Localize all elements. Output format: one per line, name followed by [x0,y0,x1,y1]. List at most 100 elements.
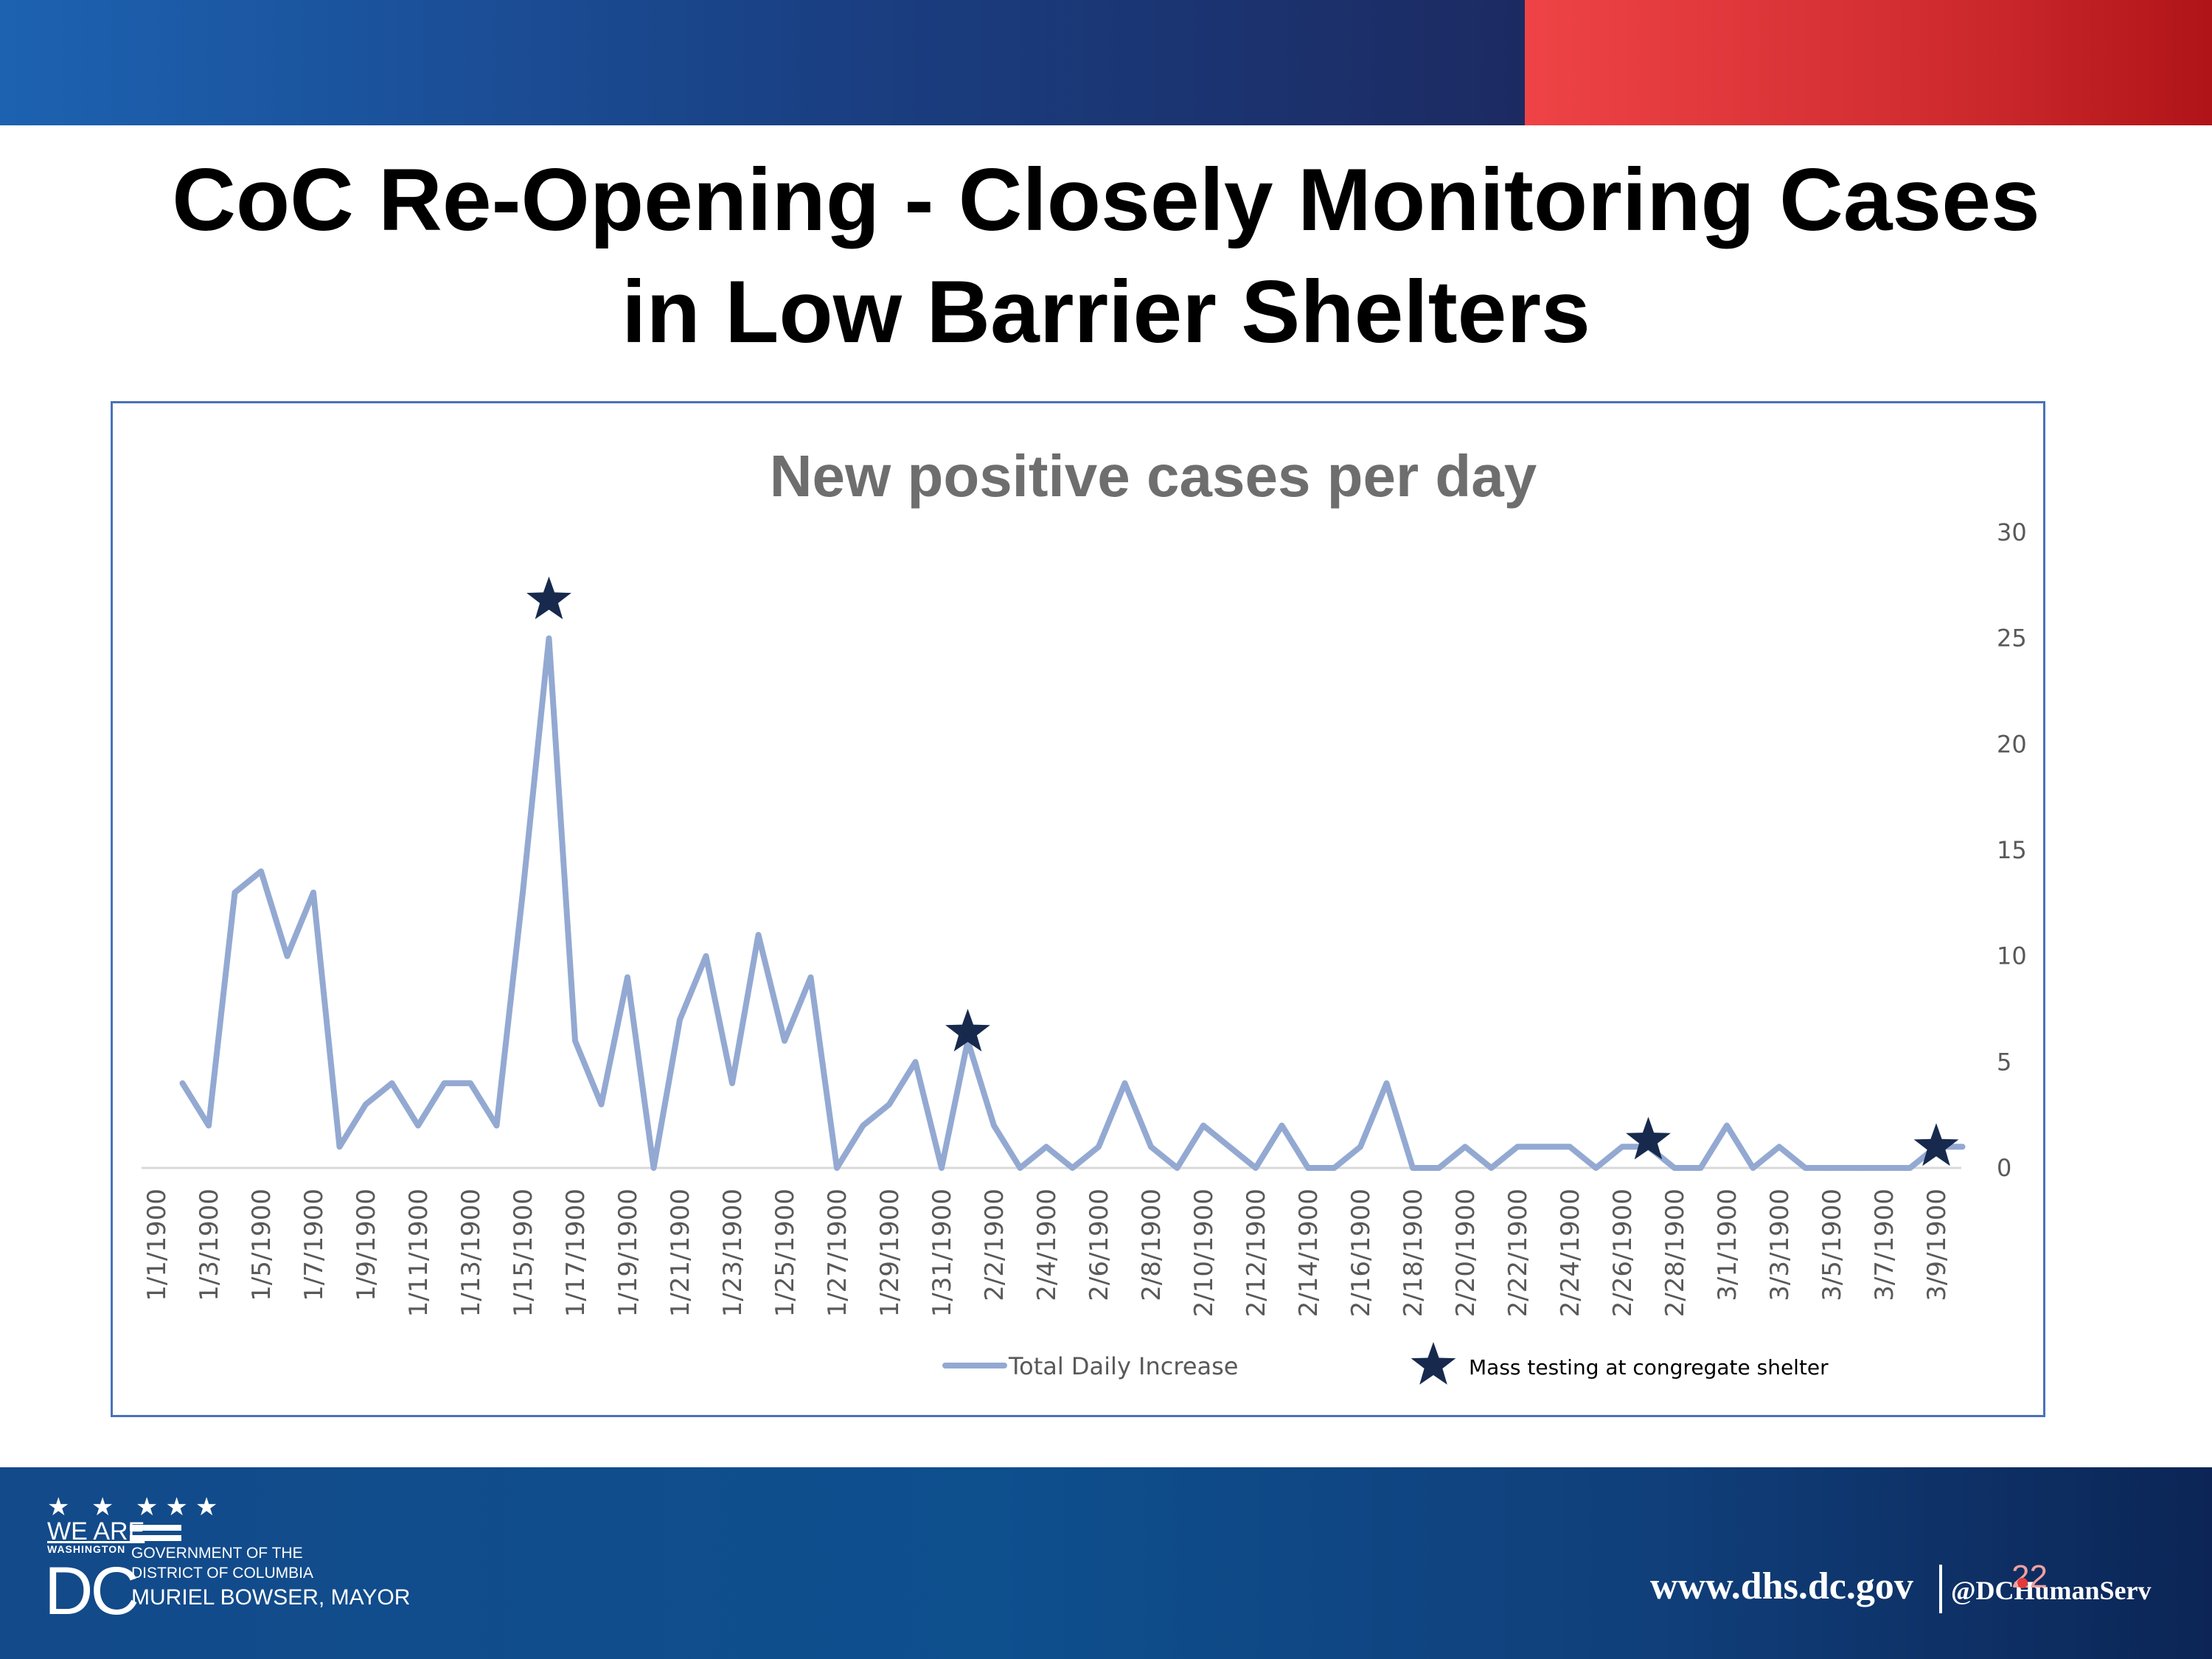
social-handle[interactable]: @DCHumanServ [1951,1576,2152,1605]
x-tick-label: 2/20/1900 [1451,1189,1481,1317]
x-tick-label: 2/28/1900 [1660,1189,1690,1317]
legend-label-star: Mass testing at congregate shelter [1469,1355,1829,1380]
chart-frame [111,401,2045,1417]
data-point [913,1060,918,1065]
data-point [180,1081,185,1086]
x-tick-label: 3/3/1900 [1765,1189,1795,1301]
data-point [887,1102,891,1107]
data-point [206,1123,211,1128]
data-point [416,1123,420,1128]
x-tick-label: 1/19/1900 [613,1189,643,1317]
x-tick-label: 2/4/1900 [1032,1189,1062,1301]
data-point [860,1123,866,1128]
star-marker [526,576,571,619]
x-tick-label: 1/9/1900 [352,1189,381,1301]
slide-title: CoC Re-Opening - Closely Monitoring Case… [111,144,2101,368]
y-tick-label: 5 [1997,1048,2011,1076]
data-point [1593,1166,1599,1170]
x-tick-label: 1/5/1900 [247,1189,276,1301]
x-tick-label: 2/16/1900 [1346,1189,1376,1317]
data-point [1122,1081,1127,1086]
data-point [808,975,813,980]
logo-stars: ★ ★ ★★★ [47,1493,226,1521]
logo-government: GOVERNMENT OF THE DISTRICT OF COLUMBIA [131,1543,313,1583]
data-point [311,890,316,895]
x-tick-label: 2/6/1900 [1085,1189,1114,1301]
data-point [1175,1166,1180,1170]
data-point [599,1102,604,1107]
data-point [835,1166,839,1170]
x-tick-label: 1/1/1900 [142,1189,172,1301]
data-point [1803,1166,1808,1170]
data-point [1960,1144,1965,1150]
x-tick-label: 1/3/1900 [195,1189,224,1301]
data-point [1018,1166,1023,1170]
data-point [1070,1166,1075,1170]
x-tick-label: 2/12/1900 [1242,1189,1271,1317]
header-bar-blue [0,0,1525,125]
data-point [992,1123,996,1128]
data-point [521,890,525,895]
data-point [678,1017,682,1022]
logo-dc: DC [44,1554,139,1629]
x-tick-label: 1/23/1900 [718,1189,748,1317]
x-tick-label: 1/25/1900 [771,1189,800,1317]
x-tick-label: 1/17/1900 [561,1189,591,1317]
legend: Total Daily Increase Mass testing at cong… [942,1342,1829,1385]
x-tick-label: 3/5/1900 [1818,1189,1847,1301]
series-line [179,635,1966,1171]
page-number: 22 [2011,1559,2048,1595]
logo-we-are: WE ARE [47,1517,145,1545]
logo-washington: WASHINGTON [47,1543,126,1555]
chart-title: New positive cases per day [769,443,1537,509]
data-point [1489,1166,1494,1170]
legend-star-swatch [1411,1342,1456,1385]
data-point [389,1081,394,1086]
data-point [1332,1166,1337,1170]
data-point [1096,1144,1101,1150]
data-point [1698,1166,1703,1170]
data-point [1907,1166,1913,1170]
data-point [1149,1144,1153,1150]
data-point [1725,1123,1729,1128]
marker-layer [526,576,1959,1166]
y-tick-label: 0 [1997,1154,2011,1182]
data-point [1436,1166,1441,1170]
website-link[interactable]: www.dhs.dc.gov [1650,1565,1913,1607]
data-point [546,636,552,641]
x-tick-label: 2/18/1900 [1399,1189,1428,1317]
x-tick-label: 3/7/1900 [1870,1189,1899,1301]
data-point [494,1123,499,1128]
y-tick-label: 30 [1997,518,2027,546]
y-tick-label: 10 [1997,942,2027,970]
data-point [1411,1166,1415,1170]
data-point [1463,1144,1467,1150]
data-point [1227,1144,1232,1150]
y-tick-label: 20 [1997,730,2027,758]
x-tick-label: 1/27/1900 [823,1189,852,1317]
data-point [1855,1166,1860,1170]
data-point [337,1144,342,1150]
star-marker [945,1009,990,1051]
header-bar-red [1525,0,2212,125]
x-tick-label: 2/10/1900 [1189,1189,1219,1317]
data-point [1568,1144,1572,1150]
data-point [1882,1166,1886,1170]
slide-title-line-1: CoC Re-Opening - Closely Monitoring Case… [172,150,2040,249]
data-point [573,1038,577,1043]
data-point [1750,1166,1756,1170]
x-tick-label: 2/26/1900 [1608,1189,1638,1317]
x-tick-label: 1/31/1900 [928,1189,957,1317]
data-point [468,1081,473,1086]
page-dot [2017,1578,2028,1588]
y-tick-label: 25 [1997,625,2027,653]
footer-bar [0,1467,2212,1659]
data-point [756,932,761,937]
data-point [259,869,263,874]
data-point [782,1038,787,1043]
footer-separator [1939,1565,1942,1613]
logo-stripe [130,1535,181,1541]
x-tick-label: 1/29/1900 [875,1189,905,1317]
data-point [625,975,630,980]
